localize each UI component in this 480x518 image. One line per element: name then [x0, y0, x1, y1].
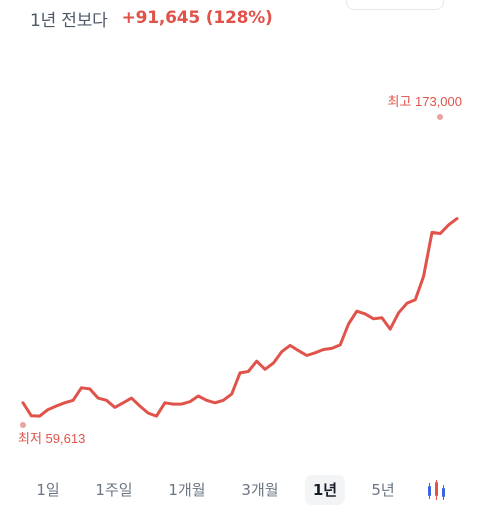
price-point-40 [356, 310, 358, 313]
price-point-52 [456, 217, 458, 220]
price-point-12 [122, 402, 124, 404]
change-period-label: 1년 전보다 [30, 10, 108, 31]
price-point-50 [439, 232, 442, 235]
price-point-7 [80, 387, 83, 389]
price-point-1 [30, 415, 33, 417]
price-point-6 [72, 399, 74, 402]
price-chart[interactable]: 최고 173,000 최저 59,613 [0, 0, 480, 460]
price-point-31 [280, 350, 283, 353]
price-point-44 [389, 328, 392, 330]
price-point-24 [222, 399, 225, 402]
price-point-28 [255, 360, 258, 363]
price-point-19 [180, 403, 183, 405]
price-points [22, 217, 458, 417]
price-point-27 [247, 370, 250, 373]
price-point-42 [372, 318, 375, 320]
price-point-46 [406, 302, 408, 305]
price-point-32 [289, 344, 291, 347]
price-point-29 [264, 368, 266, 371]
price-point-41 [364, 313, 367, 315]
max-label: 최고 173,000 [387, 94, 462, 109]
min-label: 최저 59,613 [18, 431, 85, 446]
price-point-26 [239, 372, 241, 374]
price-point-39 [347, 323, 350, 325]
price-point-13 [130, 397, 133, 399]
price-point-17 [164, 402, 166, 404]
min-marker [20, 422, 26, 428]
price-point-8 [89, 388, 91, 390]
price-point-5 [63, 402, 66, 404]
price-point-47 [414, 299, 417, 301]
price-point-30 [272, 362, 275, 364]
price-point-3 [47, 408, 49, 411]
price-point-37 [331, 347, 333, 350]
tab-3m[interactable]: 3개월 [241, 481, 279, 499]
price-point-25 [230, 393, 233, 395]
price-point-14 [139, 405, 141, 407]
price-point-2 [38, 415, 41, 417]
price-point-11 [114, 406, 116, 409]
range-tabs: 1일 1주일 1개월 3개월 1년 5년 [0, 475, 480, 505]
price-point-34 [306, 354, 308, 357]
price-point-43 [381, 316, 383, 319]
price-line [21, 217, 459, 418]
price-point-38 [339, 344, 342, 346]
price-point-4 [55, 405, 58, 407]
change-summary: 1년 전보다 +91,645 (128%) [30, 6, 273, 31]
price-point-9 [97, 397, 99, 399]
price-point-18 [172, 403, 174, 405]
price-point-49 [431, 231, 433, 234]
price-point-16 [155, 415, 158, 417]
price-point-22 [205, 399, 208, 402]
change-value: +91,645 (128%) [121, 8, 273, 28]
price-point-15 [147, 412, 149, 414]
price-point-0 [22, 402, 24, 404]
tab-1m[interactable]: 1개월 [168, 481, 206, 499]
tab-5y[interactable]: 5년 [371, 481, 395, 499]
tab-1y[interactable]: 1년 [304, 475, 346, 505]
price-point-45 [397, 312, 400, 314]
price-point-35 [314, 352, 316, 354]
tab-1w[interactable]: 1주일 [95, 481, 133, 499]
price-point-51 [447, 224, 450, 226]
candlestick-icon[interactable] [425, 478, 449, 502]
price-point-23 [214, 402, 216, 404]
price-point-36 [322, 348, 325, 351]
price-point-48 [422, 275, 425, 278]
max-marker [437, 114, 443, 120]
price-point-33 [297, 349, 300, 352]
price-point-20 [189, 400, 191, 403]
price-point-21 [197, 395, 200, 397]
tab-1d[interactable]: 1일 [36, 481, 60, 499]
price-point-10 [105, 399, 108, 402]
